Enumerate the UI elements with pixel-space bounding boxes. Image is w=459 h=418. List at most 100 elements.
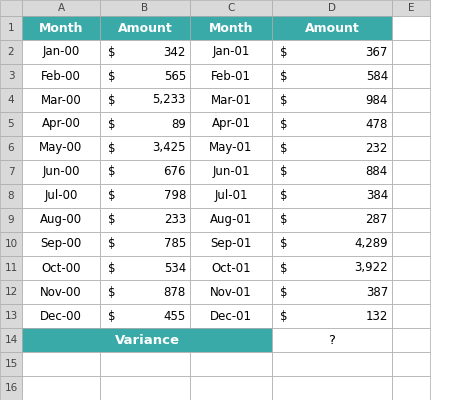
Text: 9: 9 <box>8 215 14 225</box>
Bar <box>271 376 391 400</box>
Bar <box>22 16 100 40</box>
Bar <box>0 136 22 160</box>
Bar <box>271 328 391 352</box>
Text: $: $ <box>280 309 287 323</box>
Bar <box>0 112 22 136</box>
Text: 232: 232 <box>365 142 387 155</box>
Text: 132: 132 <box>365 309 387 323</box>
Text: 14: 14 <box>5 335 17 345</box>
Bar <box>0 256 22 280</box>
Bar <box>100 0 190 16</box>
Text: Feb-01: Feb-01 <box>211 69 251 82</box>
Bar <box>0 160 22 184</box>
Bar <box>271 352 391 376</box>
Text: $: $ <box>108 262 115 275</box>
Text: 367: 367 <box>365 46 387 59</box>
Bar <box>271 160 391 184</box>
Text: 565: 565 <box>163 69 185 82</box>
Bar <box>22 40 100 64</box>
Text: 534: 534 <box>163 262 185 275</box>
Bar <box>190 88 271 112</box>
Bar <box>391 184 429 208</box>
Bar <box>391 232 429 256</box>
Text: 478: 478 <box>365 117 387 130</box>
Text: 233: 233 <box>163 214 185 227</box>
Text: 1: 1 <box>8 23 14 33</box>
Bar <box>22 280 100 304</box>
Text: $: $ <box>280 237 287 250</box>
Bar <box>100 280 190 304</box>
Bar <box>271 208 391 232</box>
Bar <box>0 0 22 16</box>
Bar <box>391 280 429 304</box>
Bar <box>271 64 391 88</box>
Text: Oct-00: Oct-00 <box>41 262 81 275</box>
Bar <box>100 256 190 280</box>
Bar <box>391 136 429 160</box>
Bar <box>22 64 100 88</box>
Text: 15: 15 <box>5 359 17 369</box>
Text: 3,425: 3,425 <box>152 142 185 155</box>
Bar <box>22 112 100 136</box>
Bar <box>391 208 429 232</box>
Bar <box>271 256 391 280</box>
Text: Amount: Amount <box>118 21 172 35</box>
Bar <box>391 160 429 184</box>
Text: Dec-01: Dec-01 <box>210 309 252 323</box>
Text: Aug-01: Aug-01 <box>209 214 252 227</box>
Text: 6: 6 <box>8 143 14 153</box>
Bar <box>391 352 429 376</box>
Text: 387: 387 <box>365 285 387 298</box>
Text: Sep-01: Sep-01 <box>210 237 251 250</box>
Text: $: $ <box>280 189 287 202</box>
Bar <box>100 88 190 112</box>
Text: $: $ <box>108 142 115 155</box>
Bar <box>391 256 429 280</box>
Text: Jul-01: Jul-01 <box>214 189 247 202</box>
Bar <box>100 160 190 184</box>
Text: 11: 11 <box>5 263 17 273</box>
Bar <box>190 232 271 256</box>
Bar <box>22 0 100 16</box>
Text: Apr-00: Apr-00 <box>41 117 80 130</box>
Bar <box>22 136 100 160</box>
Text: Month: Month <box>39 21 83 35</box>
Text: Mar-01: Mar-01 <box>210 94 251 107</box>
Bar <box>391 16 429 40</box>
Bar <box>271 184 391 208</box>
Bar <box>190 136 271 160</box>
Text: May-00: May-00 <box>39 142 83 155</box>
Text: 584: 584 <box>365 69 387 82</box>
Text: $: $ <box>108 69 115 82</box>
Text: 342: 342 <box>163 46 185 59</box>
Bar <box>190 208 271 232</box>
Text: $: $ <box>108 46 115 59</box>
Bar <box>190 40 271 64</box>
Text: 8: 8 <box>8 191 14 201</box>
Text: 4,289: 4,289 <box>353 237 387 250</box>
Text: 384: 384 <box>365 189 387 202</box>
Text: $: $ <box>280 46 287 59</box>
Bar <box>0 40 22 64</box>
Text: D: D <box>327 3 335 13</box>
Text: Mar-00: Mar-00 <box>40 94 81 107</box>
Text: ?: ? <box>328 334 335 347</box>
Bar <box>190 352 271 376</box>
Bar <box>271 136 391 160</box>
Bar <box>100 64 190 88</box>
Bar <box>190 112 271 136</box>
Text: $: $ <box>280 69 287 82</box>
Text: 2: 2 <box>8 47 14 57</box>
Text: 455: 455 <box>163 309 185 323</box>
Bar <box>271 88 391 112</box>
Text: Jul-00: Jul-00 <box>44 189 78 202</box>
Bar <box>271 40 391 64</box>
Bar <box>22 232 100 256</box>
Text: Dec-00: Dec-00 <box>40 309 82 323</box>
Text: Amount: Amount <box>304 21 358 35</box>
Text: $: $ <box>280 214 287 227</box>
Bar <box>190 160 271 184</box>
Bar <box>271 304 391 328</box>
Text: B: B <box>141 3 148 13</box>
Text: Sep-00: Sep-00 <box>40 237 81 250</box>
